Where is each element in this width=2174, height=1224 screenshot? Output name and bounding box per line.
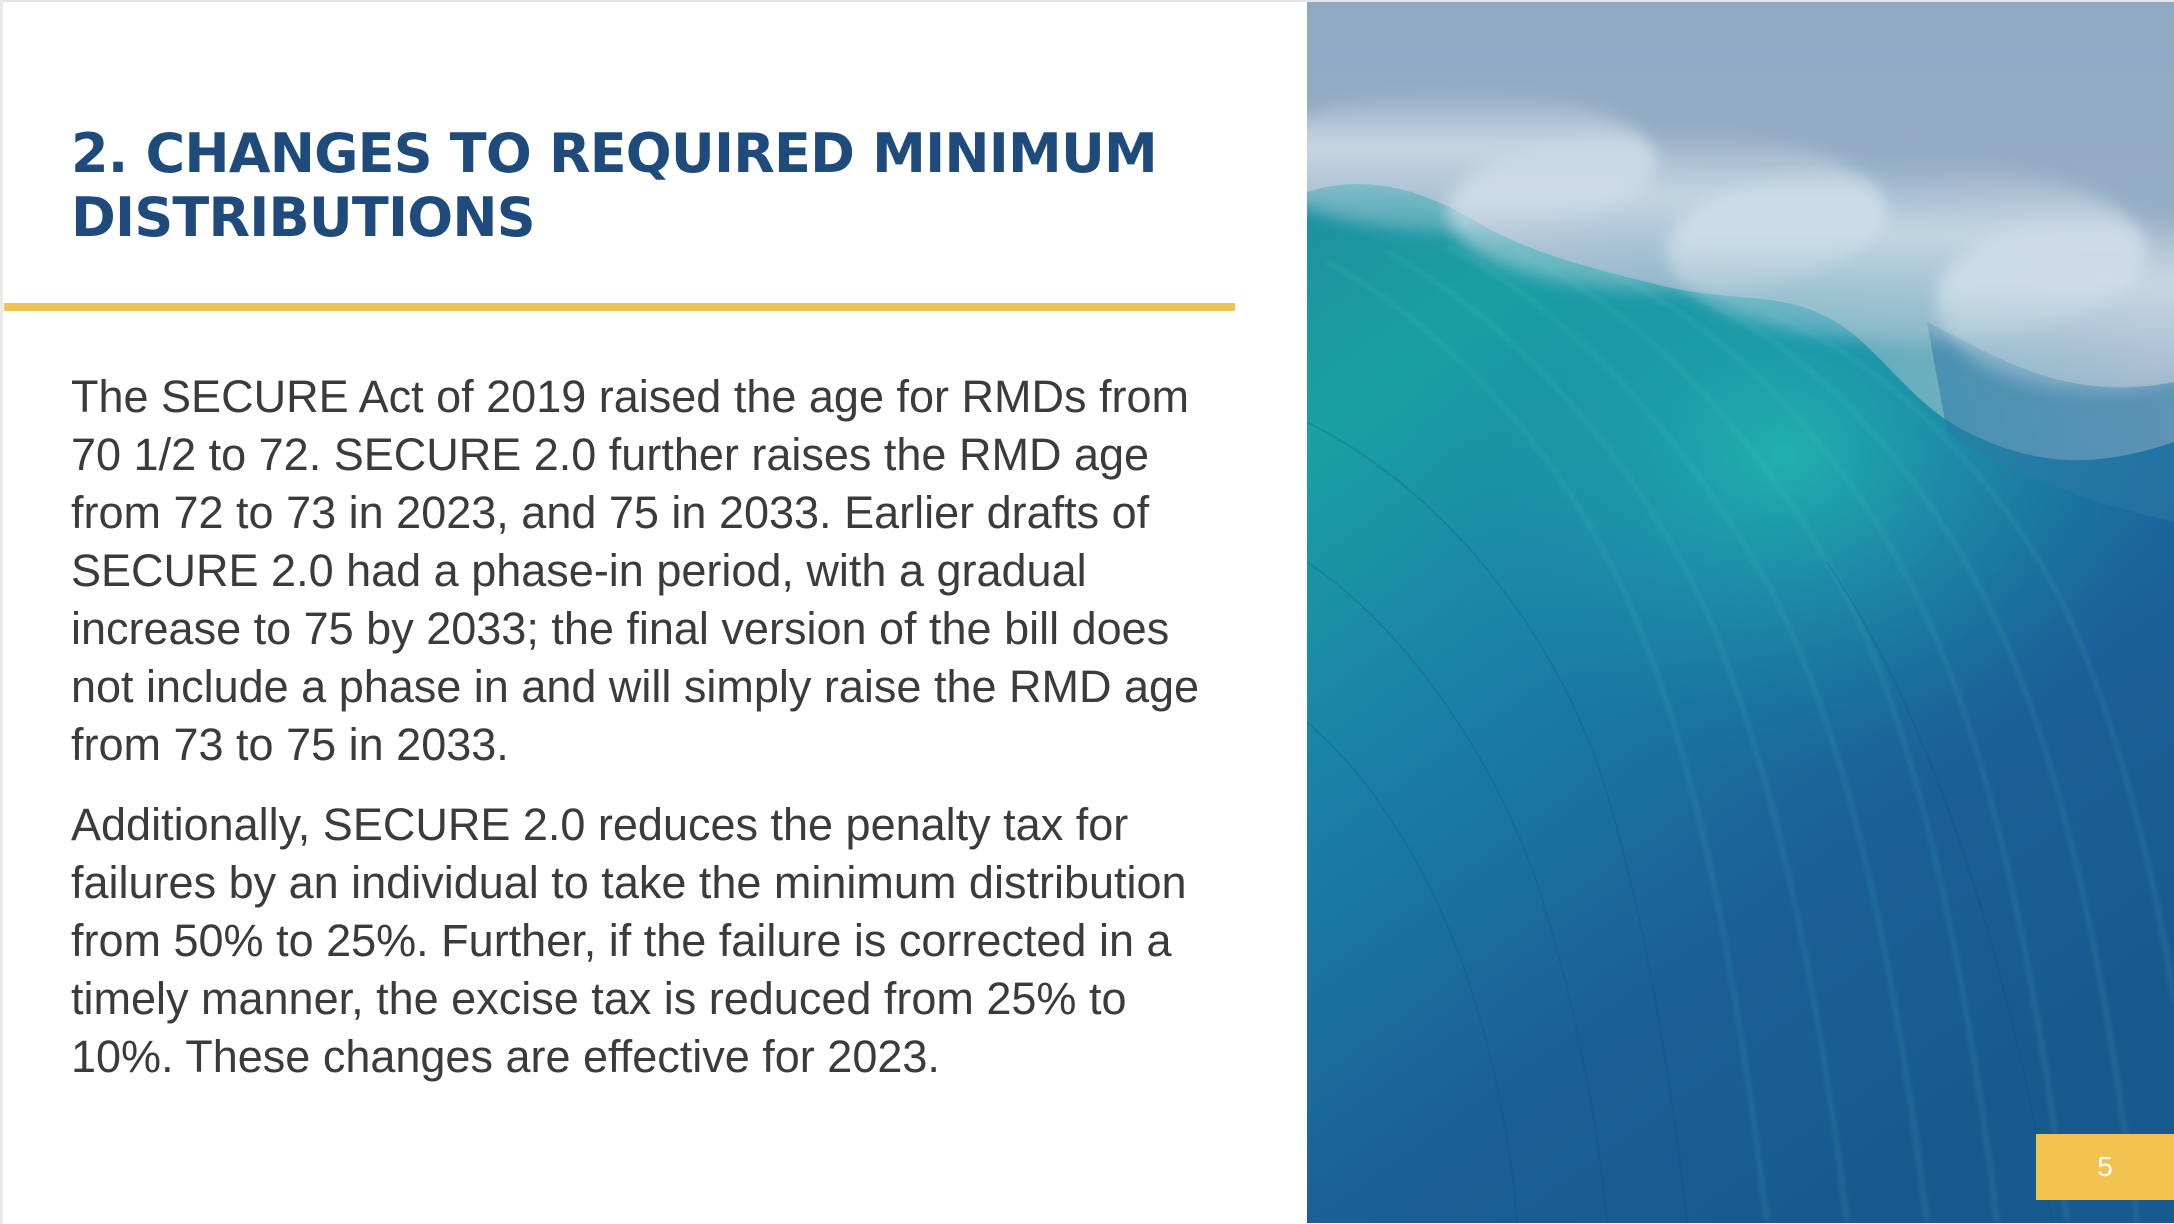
slide-left-border	[0, 0, 3, 1224]
slide-top-border	[0, 0, 2174, 2]
title-divider	[4, 303, 1235, 311]
ocean-wave-photo	[1307, 2, 2174, 1223]
body-paragraph-1: The SECURE Act of 2019 raised the age fo…	[71, 371, 1200, 770]
slide-body: The SECURE Act of 2019 raised the age fo…	[71, 368, 1231, 1108]
page-number-badge: 5	[2036, 1134, 2174, 1200]
body-paragraph-2: Additionally, SECURE 2.0 reduces the pen…	[71, 799, 1187, 1082]
slide-title: 2. CHANGES TO REQUIRED MINIMUM DISTRIBUT…	[71, 122, 1158, 249]
